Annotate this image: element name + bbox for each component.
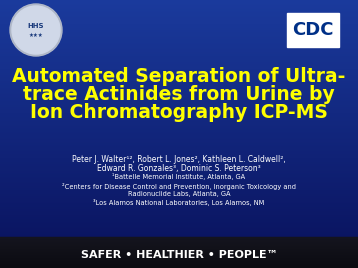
Text: HHS: HHS <box>28 23 44 29</box>
Circle shape <box>12 6 60 54</box>
Text: ★★★: ★★★ <box>29 32 43 38</box>
Text: Ion Chromatography ICP-MS: Ion Chromatography ICP-MS <box>30 103 328 122</box>
Text: ²Centers for Disease Control and Prevention, Inorganic Toxicology and: ²Centers for Disease Control and Prevent… <box>62 183 296 189</box>
Circle shape <box>10 4 62 56</box>
Text: ³Los Alamos National Laboratories, Los Alamos, NM: ³Los Alamos National Laboratories, Los A… <box>93 199 265 207</box>
Bar <box>287 13 339 47</box>
Text: ¹Battelle Memorial Institute, Atlanta, GA: ¹Battelle Memorial Institute, Atlanta, G… <box>112 173 246 181</box>
Text: SAFER • HEALTHIER • PEOPLE™: SAFER • HEALTHIER • PEOPLE™ <box>81 250 277 260</box>
Text: CDC: CDC <box>292 21 334 39</box>
Text: Peter J. Walter¹², Robert L. Jones², Kathleen L. Caldwell²,: Peter J. Walter¹², Robert L. Jones², Kat… <box>72 155 286 165</box>
Text: trace Actinides from Urine by: trace Actinides from Urine by <box>23 85 335 105</box>
Text: Automated Separation of Ultra-: Automated Separation of Ultra- <box>12 68 346 87</box>
Text: Edward R. Gonzales³, Dominic S. Peterson³: Edward R. Gonzales³, Dominic S. Peterson… <box>97 163 261 173</box>
Text: Radionuclide Labs, Atlanta, GA: Radionuclide Labs, Atlanta, GA <box>128 191 230 197</box>
